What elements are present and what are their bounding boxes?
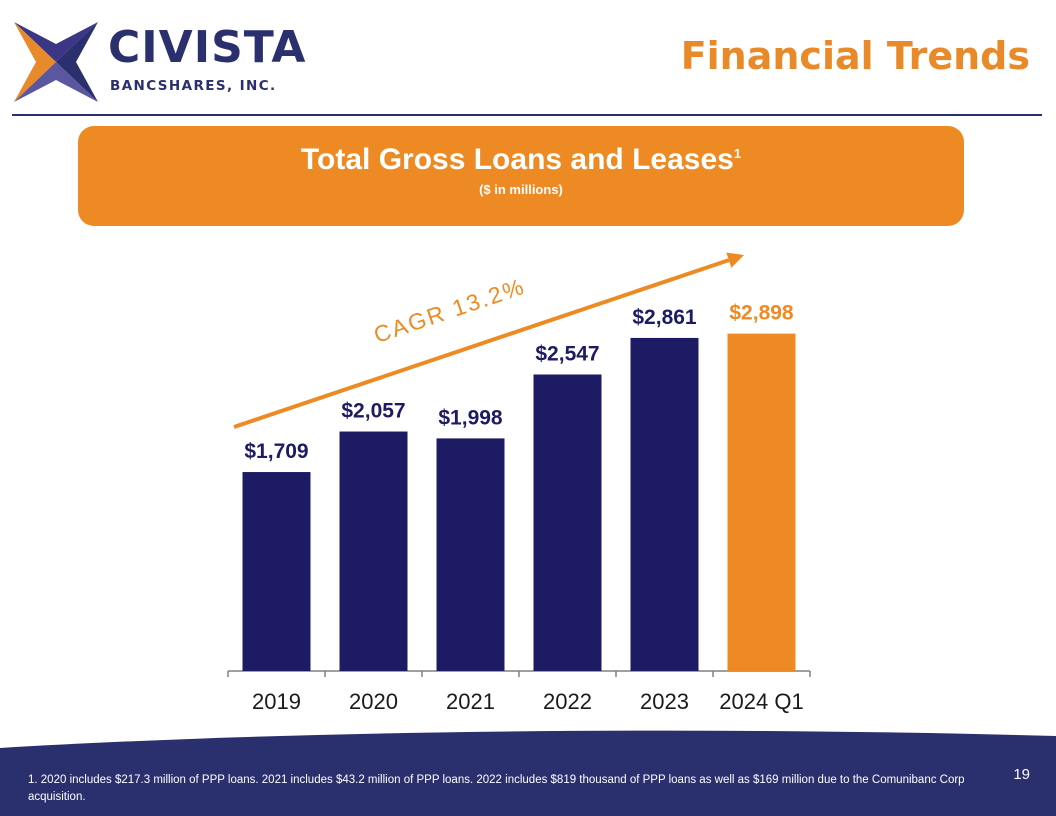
x-tick-label: 2020 [349,689,398,714]
logo-subtitle: BANCSHARES, INC. [110,78,277,94]
footnote: 1. 2020 includes $217.3 million of PPP l… [28,774,965,803]
data-label: $2,547 [535,342,599,365]
bar-2023 [630,337,699,671]
x-tick-label: 2024 Q1 [719,689,803,714]
civista-logo-icon [14,22,98,102]
footer-band [0,730,1056,816]
chart-banner: Total Gross Loans and Leases1 ($ in mill… [78,126,964,226]
header-divider [12,114,1042,116]
cagr-arrow-head-icon [726,252,744,268]
data-label: $2,057 [341,400,405,423]
bar-2019 [242,472,311,671]
x-tick-label: 2023 [640,689,689,714]
slide-title: Financial Trends [680,34,1030,78]
page-number: 19 [1013,766,1030,783]
bar-2020 [339,431,408,671]
bar-2024-q1 [727,333,796,671]
chart-title: Total Gross Loans and Leases1 [78,142,964,178]
data-label: $1,998 [438,406,503,429]
data-label: $1,709 [244,440,308,463]
bar-2021 [436,438,505,671]
x-tick-label: 2019 [252,689,301,714]
x-tick-label: 2021 [446,689,495,714]
bar-2022 [533,374,602,671]
data-label: $2,898 [729,302,794,325]
chart-title-text: Total Gross Loans and Leases [300,143,734,176]
logo-name: CIVISTA [108,22,307,73]
data-label: $2,861 [632,306,697,329]
x-tick-label: 2022 [543,689,592,714]
footnote-marker: 1 [733,146,742,161]
chart-units: ($ in millions) [479,182,563,197]
cagr-trend-arrow-line [233,258,730,429]
